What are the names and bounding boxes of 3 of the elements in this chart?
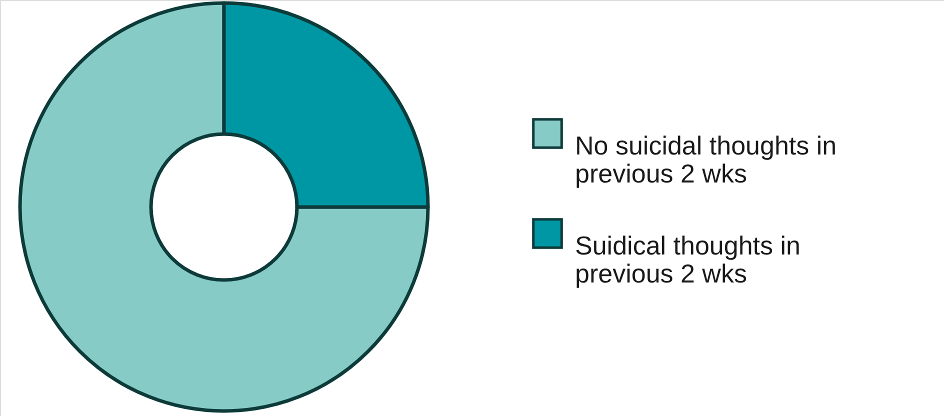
donut-slice bbox=[18, 1, 430, 413]
legend-label: No suicidal thoughts in previous 2 wks bbox=[575, 130, 837, 188]
legend-label: Suidical thoughts in previous 2 wks bbox=[575, 230, 800, 288]
